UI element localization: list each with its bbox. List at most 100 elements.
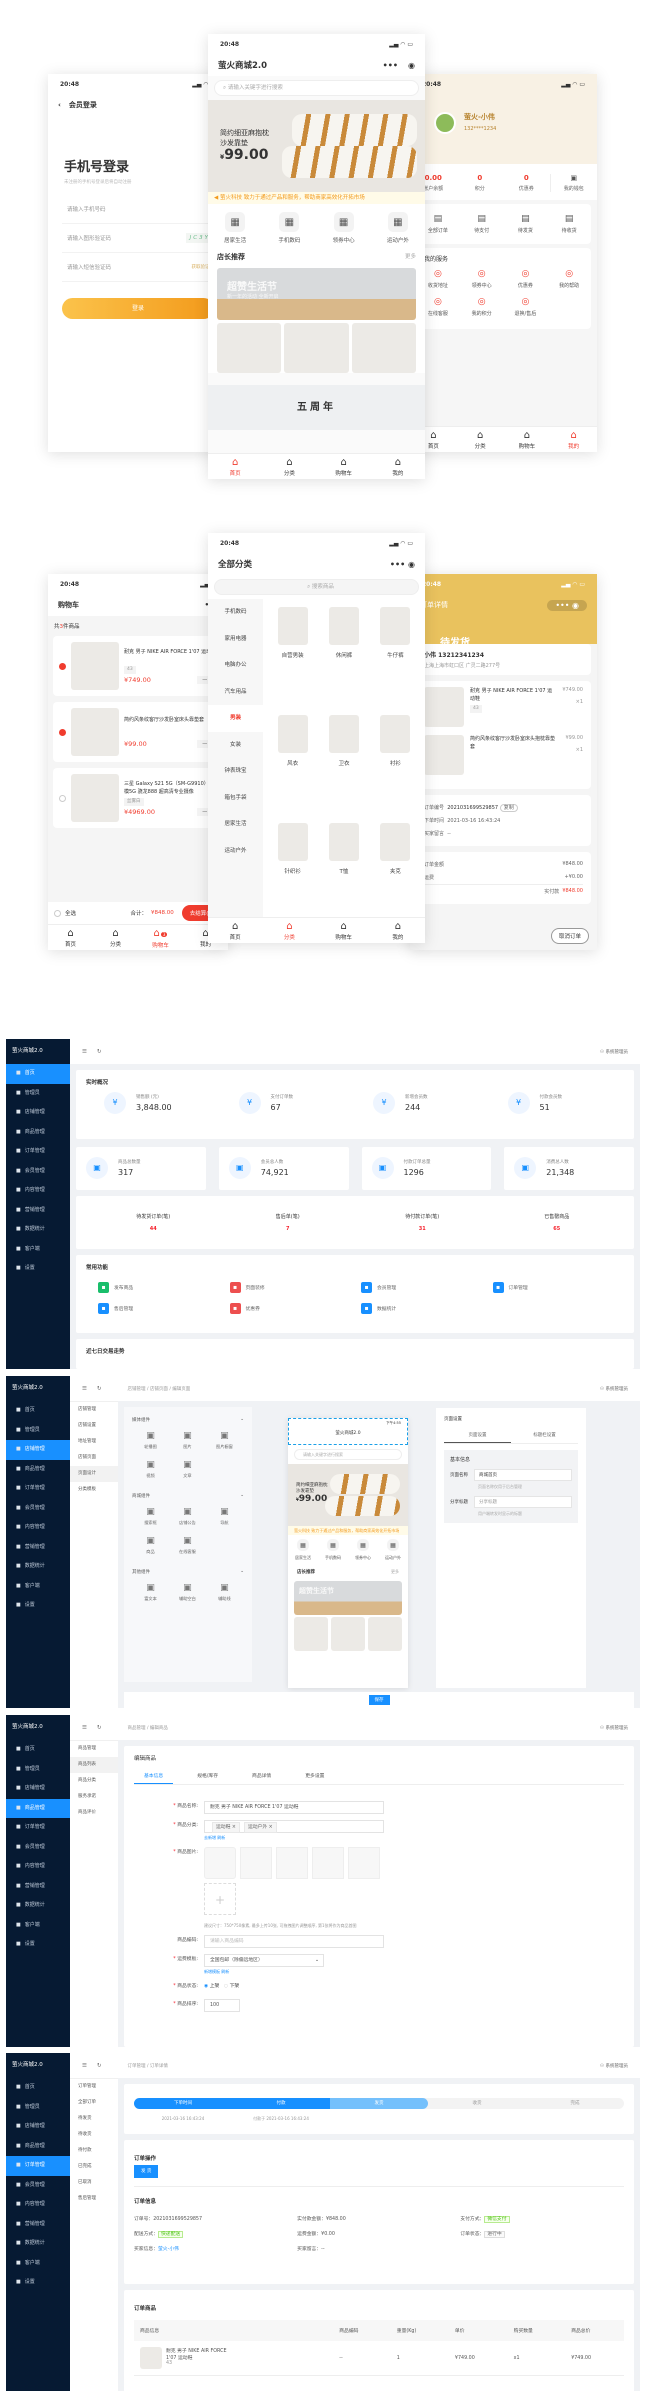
subcategory-item[interactable]: 衬衫 (370, 715, 421, 811)
submenu-item[interactable]: 店铺设置 (78, 1423, 96, 1428)
submenu-item[interactable]: 分类模板 (78, 1487, 96, 1492)
todo-item[interactable]: 待付款订单(笔) 31 (405, 1214, 440, 1233)
admin-menu-item[interactable]: ■ 营销管理 (16, 2220, 45, 2227)
subcategory-item[interactable]: T恤 (318, 823, 369, 919)
admin-menu-item[interactable]: ■ 首页 (16, 1407, 35, 1413)
more-icon[interactable]: ••• (382, 60, 399, 70)
category-tab[interactable]: 女装 (229, 741, 241, 748)
form-tab[interactable]: 商品详情 (252, 1774, 272, 1779)
tab-item[interactable]: ⌂ 首页 (208, 918, 262, 943)
todo-item[interactable]: 售后单(笔) 7 (275, 1214, 300, 1233)
admin-menu-item[interactable]: ■ 店铺管理 (6, 1440, 70, 1460)
component-item[interactable]: ▣ 辅助线 (206, 1583, 243, 1602)
captcha-image[interactable]: JC3Y (185, 233, 214, 243)
tab-item[interactable]: ⌂ 我的 (550, 427, 597, 452)
product-image[interactable] (217, 323, 282, 373)
category-tab[interactable]: 汽车用品 (224, 688, 247, 695)
admin-menu-item[interactable]: ■ 商品管理 (16, 1465, 45, 1472)
stat-item[interactable]: 0 积分 (474, 174, 485, 192)
admin-menu-item[interactable]: ■ 会员管理 (16, 1843, 45, 1850)
product-image[interactable] (351, 323, 416, 373)
product-image[interactable] (284, 323, 349, 373)
tab-item[interactable]: ⌂ 购物车 (504, 427, 551, 452)
component-item[interactable]: ▣ 店铺公告 (169, 1507, 206, 1526)
admin-menu-item[interactable]: ■ 客户端 (16, 1921, 40, 1928)
shortcut-item[interactable]: ▪ 会员管理 (361, 1277, 493, 1298)
shortcut-item[interactable]: ▪ 售后管理 (98, 1298, 230, 1319)
admin-menu-item[interactable]: ■ 会员管理 (16, 2181, 45, 2188)
admin-menu-item[interactable]: ■ 数据统计 (16, 1563, 45, 1569)
submenu-item[interactable]: 待发货 (78, 2116, 92, 2121)
admin-menu-item[interactable]: ■ 数据统计 (16, 2240, 45, 2246)
settings-tab[interactable]: 标题栏设置 (533, 1433, 556, 1438)
cart-item[interactable]: 简约风条纹客厅沙发卧室床头靠垫套¥99.00— 1 (53, 702, 223, 762)
category-tab[interactable]: 居家生活 (224, 821, 247, 827)
nav-item[interactable]: ▦ 手机数码 (262, 212, 316, 244)
nav-item[interactable]: ▦ 居家生活 (208, 212, 262, 244)
admin-menu-item[interactable]: ■ 首页 (16, 2084, 35, 2090)
service-item[interactable]: ◎ 收货地址 (416, 265, 460, 293)
admin-menu-item[interactable]: ■ 首页 (16, 1746, 35, 1752)
category-tab[interactable]: 电脑办公 (224, 662, 247, 668)
service-item[interactable]: ◎ 领券中心 (460, 265, 504, 293)
admin-menu-item[interactable]: ■ 营销管理 (16, 1543, 45, 1550)
shortcut-item[interactable]: ▪ 发布商品 (98, 1277, 230, 1298)
tab-item[interactable]: ⌂ 我的 (183, 925, 228, 950)
submenu-item[interactable]: 地址管理 (78, 1439, 96, 1444)
admin-menu-item[interactable]: ■ 店铺管理 (16, 2123, 45, 2129)
submenu-item[interactable]: 已取消 (78, 2180, 92, 2185)
ship-button[interactable]: 发 货 (134, 2165, 159, 2178)
tab-item[interactable]: ⌂ 分类 (457, 427, 504, 452)
admin-menu-item[interactable]: ■ 客户端 (16, 2259, 40, 2266)
admin-menu-item[interactable]: ■ 客户端 (16, 1582, 40, 1589)
tab-item[interactable]: ⌂ 我的 (371, 918, 425, 943)
subcategory-item[interactable]: 风衣 (267, 715, 318, 811)
admin-menu-item[interactable]: ■ 管理员 (16, 2103, 40, 2110)
sms-input[interactable]: 请输入短信验证码 获取验证码 (62, 253, 214, 282)
sort-input[interactable]: 100 (204, 1999, 240, 2012)
goods-code-input[interactable]: 请输入商品编码 (204, 1935, 384, 1948)
admin-menu-item[interactable]: ■ 订单管理 (16, 1148, 45, 1154)
admin-menu-item[interactable]: ■ 管理员 (16, 1765, 40, 1772)
admin-menu-item[interactable]: ■ 内容管理 (16, 1524, 45, 1530)
select-all-checkbox[interactable] (54, 909, 61, 917)
tab-item[interactable]: ⌂ 我的 (371, 454, 425, 479)
more-link[interactable]: 更多 (404, 254, 416, 260)
component-item[interactable]: ▣ 文章 (169, 1460, 206, 1479)
login-button[interactable]: 登录 (62, 298, 214, 319)
tab-item[interactable]: ⌂ 首页 (48, 925, 93, 950)
submenu-item[interactable]: 店铺页面 (78, 1455, 96, 1460)
subcategory-item[interactable]: 卫衣 (318, 715, 369, 811)
cancel-order-button[interactable]: 取消订单 (550, 928, 589, 944)
shortcut-item[interactable]: ▪ 数据统计 (361, 1298, 493, 1319)
tab-item[interactable]: ⌂ 首页 (208, 454, 262, 479)
nav-item[interactable]: ▦ 运动户外 (371, 212, 425, 244)
component-item[interactable]: ▣ 在线客服 (169, 1536, 206, 1555)
category-tab[interactable]: 箱包手袋 (224, 794, 247, 801)
component-item[interactable]: ▣ 视频 (132, 1460, 169, 1479)
admin-menu-item[interactable]: ■ 店铺管理 (16, 1109, 45, 1115)
collapse-icon[interactable]: ☰ (82, 1048, 87, 1055)
admin-menu-item[interactable]: ■ 首页 (6, 1064, 70, 1084)
tab-item[interactable]: ⌂ 3 购物车 (138, 925, 183, 950)
service-item[interactable]: ◎ 退换/售后 (504, 293, 548, 321)
shortcut-item[interactable]: ▪ 页面装修 (229, 1277, 362, 1298)
cart-item[interactable]: 三星 Galaxy S21 5G（SM-G9910）双模5G 骁龙888 超高清… (53, 768, 223, 828)
todo-item[interactable]: 待发货订单(笔) 44 (136, 1214, 171, 1233)
submenu-item[interactable]: 商品管理 (78, 1746, 96, 1751)
order-shortcut[interactable]: ▤ 全部订单 (416, 210, 460, 238)
promo-banner[interactable]: 超赞生活节 新一年的活动 全新开启 (217, 268, 416, 320)
admin-menu-item[interactable]: ■ 商品管理 (16, 1128, 45, 1135)
order-shortcut[interactable]: ▤ 待发货 (504, 210, 548, 238)
submenu-item[interactable]: 待收货 (78, 2132, 92, 2137)
order-item[interactable]: 简约风条纹客厅沙发卧室床头抱枕靠垫套 ¥99.00 ×1 (424, 735, 583, 775)
cart-item[interactable]: 耐克 男子 NIKE AIR FORCE 1'07 运动鞋 43 ¥749.00— … (53, 636, 223, 696)
subcategory-item[interactable]: 针织衫 (267, 823, 318, 919)
order-item[interactable]: 耐克 男子 NIKE AIR FORCE 1'07 运动鞋 43 ¥749.00 ×1 (424, 687, 583, 727)
user-menu[interactable]: ⚇ 系统管理员 (600, 1049, 628, 1055)
component-item[interactable]: ▣ 轮播图 (132, 1431, 169, 1450)
admin-menu-item[interactable]: ■ 营销管理 (16, 1206, 45, 1213)
admin-menu-item[interactable]: ■ 内容管理 (16, 1187, 45, 1193)
admin-menu-item[interactable]: ■ 数据统计 (16, 1226, 45, 1232)
share-title-input[interactable]: 分享标题 (474, 1496, 572, 1508)
